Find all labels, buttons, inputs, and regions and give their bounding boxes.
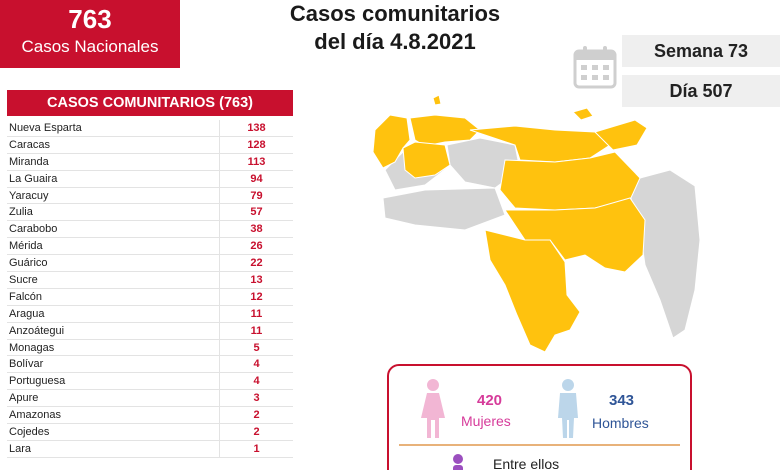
community-cases-table-header: CASOS COMUNITARIOS (763): [7, 90, 293, 116]
table-row: La Guaira 94: [7, 170, 293, 188]
state-name: Bolívar: [9, 358, 44, 371]
male-figure-icon: [558, 379, 578, 438]
state-cases-value: 3: [219, 390, 293, 407]
state-name: Falcón: [9, 290, 43, 303]
table-row: Anzoátegui 11: [7, 322, 293, 340]
state-cases-value: 2: [219, 424, 293, 440]
state-cases-value: 26: [219, 238, 293, 255]
day-indicator: Día 507: [622, 75, 780, 107]
table-row: Nueva Esparta 138: [7, 120, 293, 137]
week-indicator: Semana 73: [622, 35, 780, 67]
map-region-apure: [382, 187, 506, 231]
state-cases-value: 79: [219, 187, 293, 204]
table-row: Portuguesa 4: [7, 373, 293, 391]
state-cases-value: 128: [219, 136, 293, 153]
map-region-north-central: [469, 125, 611, 163]
male-count: 343: [609, 392, 635, 409]
state-name: Lara: [9, 442, 32, 455]
state-name: Cojedes: [9, 426, 50, 439]
state-name: Caracas: [9, 138, 50, 151]
state-cases-value: 22: [219, 255, 293, 272]
map-region-zulia: [372, 114, 411, 169]
state-cases-value: 12: [219, 288, 293, 305]
state-name: La Guaira: [9, 172, 58, 185]
table-row: Guárico 22: [7, 255, 293, 273]
between-label: Entre ellos: [493, 456, 560, 470]
table-row: Miranda 113: [7, 153, 293, 171]
state-name: Aragua: [9, 307, 45, 320]
national-cases-label: Casos Nacionales: [21, 37, 159, 56]
calendar-icon: [573, 46, 617, 89]
title-line-1: Casos comunitarios: [289, 1, 501, 26]
gender-divider: [399, 444, 680, 446]
state-name: Nueva Esparta: [9, 122, 82, 134]
table-row: Yaracuy 79: [7, 187, 293, 205]
state-name: Anzoátegui: [9, 324, 65, 337]
state-cases-value: 4: [219, 373, 293, 390]
table-row: Aragua 11: [7, 305, 293, 323]
state-name: Monagas: [9, 341, 55, 354]
table-row: Mérida 26: [7, 238, 293, 256]
state-cases-value: 1: [219, 440, 293, 457]
map-region-amazonas: [484, 229, 581, 353]
title-line-2: del día 4.8.2021: [314, 29, 476, 54]
state-cases-value: 13: [219, 272, 293, 288]
male-label: Hombres: [592, 415, 649, 431]
state-name: Yaracuy: [9, 189, 49, 202]
state-name: Miranda: [9, 155, 49, 168]
female-label: Mujeres: [461, 413, 511, 429]
state-name: Guárico: [9, 257, 48, 270]
table-row: Falcón 12: [7, 288, 293, 306]
state-name: Portuguesa: [9, 375, 66, 388]
table-row: Carabobo 38: [7, 221, 293, 239]
state-cases-value: 2: [219, 407, 293, 424]
state-cases-value: 94: [219, 170, 293, 187]
table-row: Cojedes 2: [7, 424, 293, 441]
national-cases-count: 763: [68, 4, 112, 34]
table-row: Lara 1: [7, 440, 293, 458]
state-cases-value: 57: [219, 204, 293, 221]
state-name: Sucre: [9, 274, 38, 287]
state-cases-value: 38: [219, 221, 293, 238]
map-region-nueva-esparta: [572, 107, 594, 121]
table-row: Caracas 128: [7, 136, 293, 154]
table-row: Amazonas 2: [7, 407, 293, 425]
page-title: Casos comunitarios del día 4.8.2021: [240, 0, 550, 56]
state-name: Amazonas: [9, 409, 61, 422]
state-name: Zulia: [9, 206, 33, 219]
venezuela-map: [372, 94, 701, 353]
table-row: Zulia 57: [7, 204, 293, 222]
state-cases-value: 4: [219, 356, 293, 373]
state-cases-value: 11: [219, 322, 293, 339]
state-name: Apure: [9, 392, 39, 405]
table-row: Apure 3: [7, 390, 293, 408]
state-name: Carabobo: [9, 223, 58, 236]
female-figure-icon: [421, 379, 445, 438]
map-region-small-island: [432, 94, 442, 106]
table-row: Sucre 13: [7, 272, 293, 289]
national-cases-box: 763 Casos Nacionales: [0, 0, 180, 68]
child-figure-icon: [453, 454, 463, 470]
state-cases-value: 11: [219, 305, 293, 322]
table-row: Bolívar 4: [7, 356, 293, 374]
state-cases-value: 113: [219, 153, 293, 170]
female-count: 420: [477, 392, 503, 409]
table-row: Monagas 5: [7, 339, 293, 357]
state-name: Mérida: [9, 240, 43, 253]
state-cases-value: 138: [219, 120, 293, 136]
community-cases-table: Nueva Esparta 138 Caracas 128 Miranda 113 La G…: [7, 120, 293, 458]
gender-panel: 420 Mujeres 343 Hombres Entre ellos: [387, 364, 692, 470]
map-region-sucre: [594, 119, 648, 151]
map-region-andes: [402, 141, 451, 179]
state-cases-value: 5: [219, 339, 293, 356]
